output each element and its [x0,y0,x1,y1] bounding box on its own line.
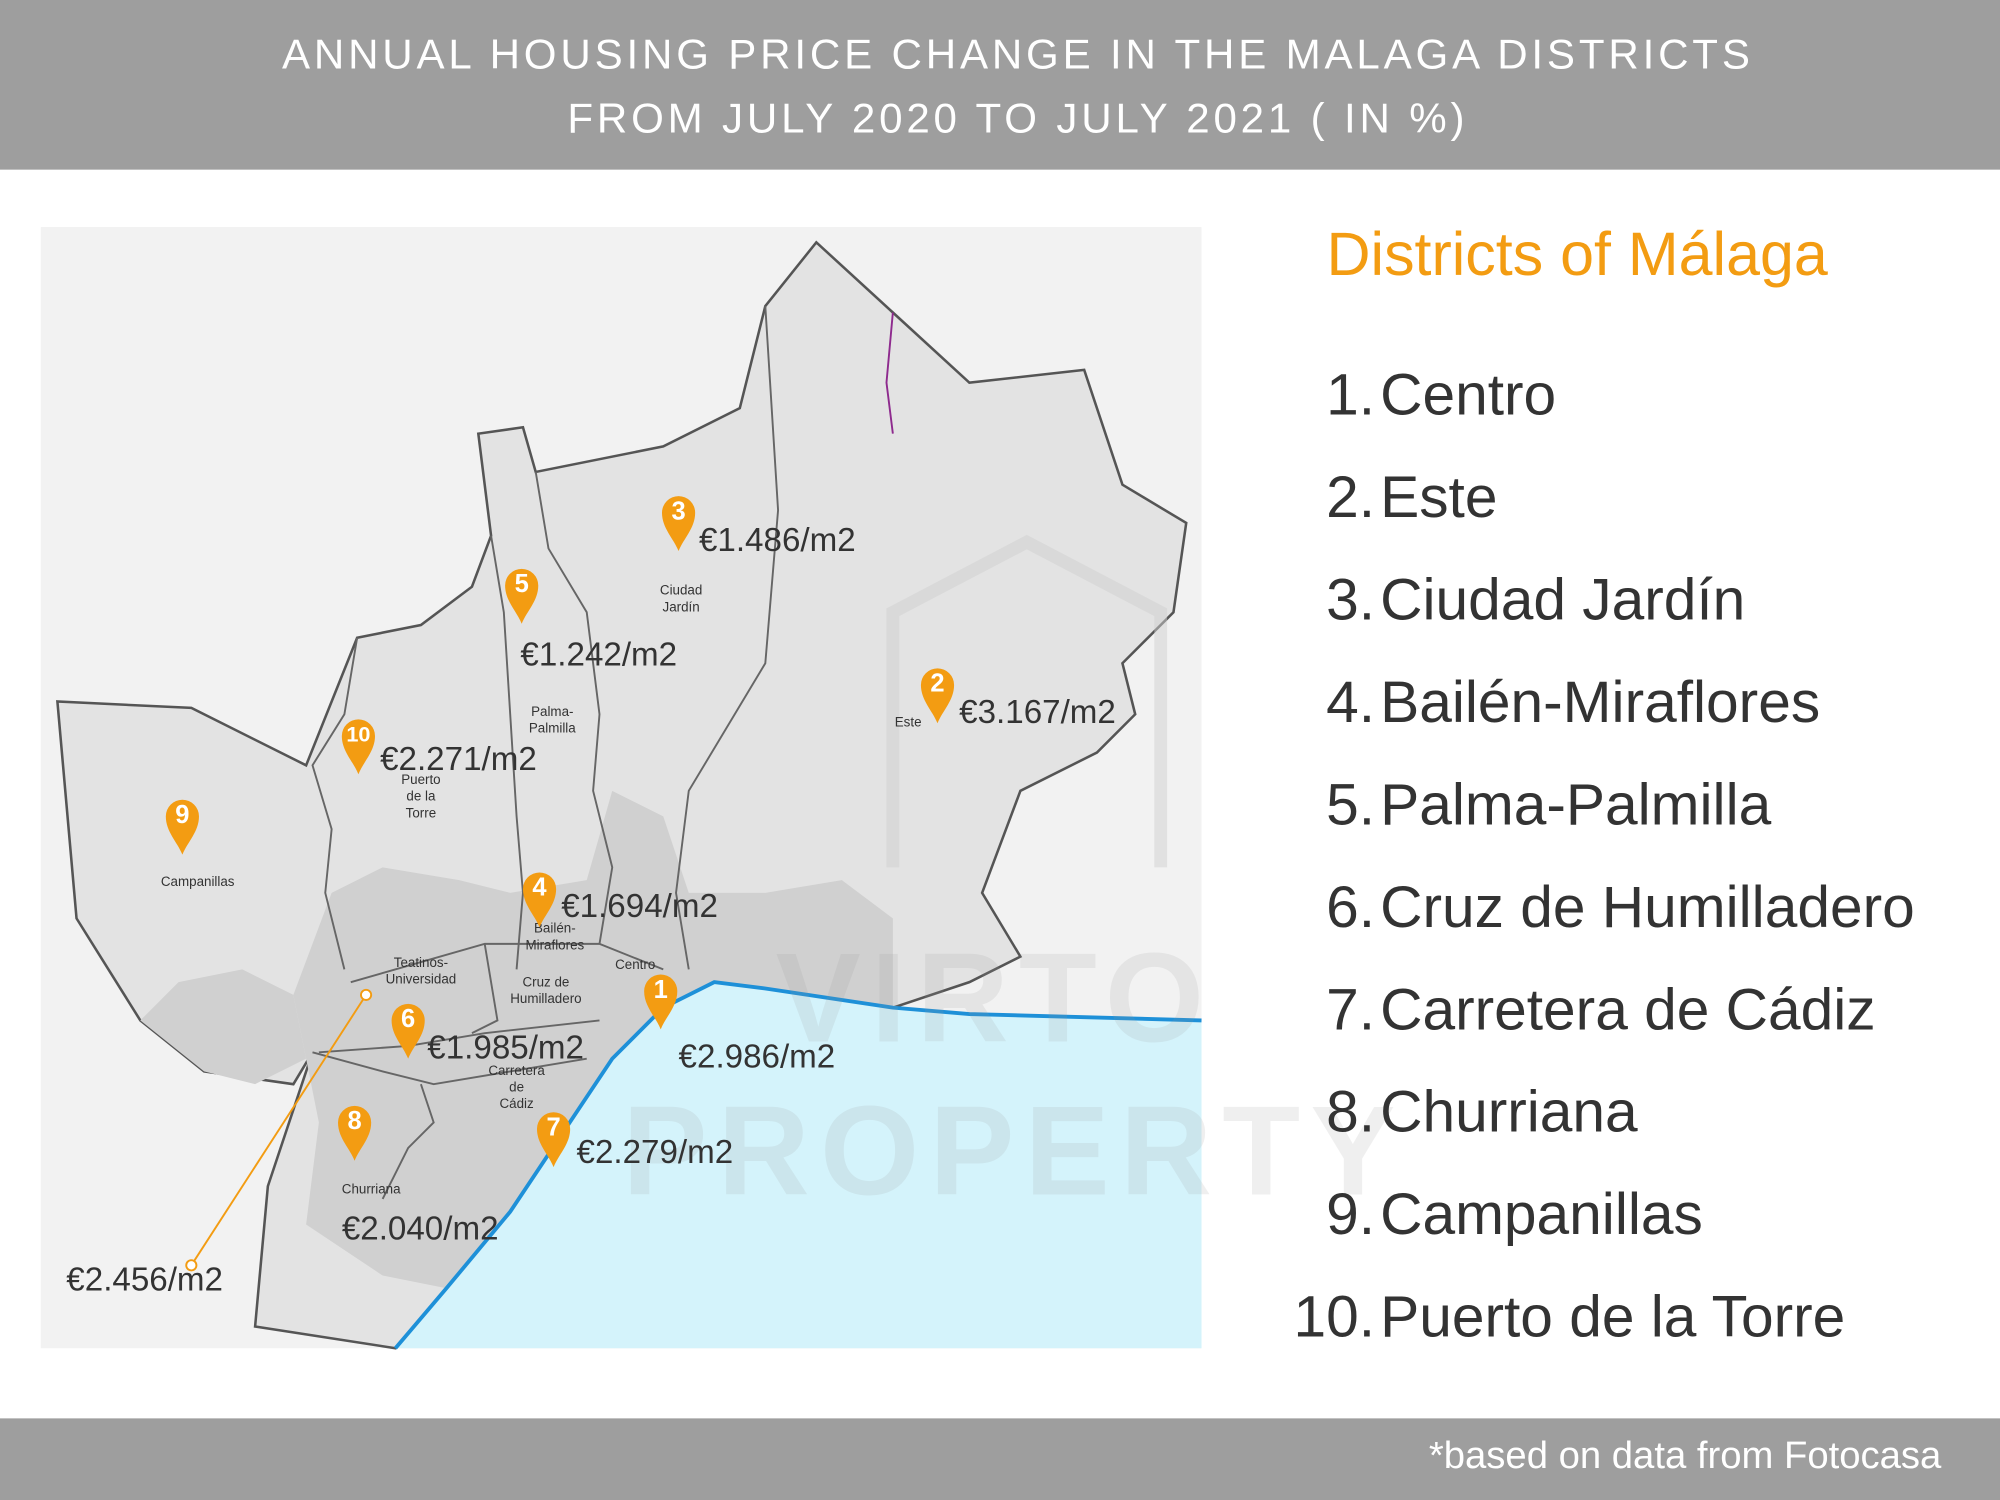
district-label: Carretera [488,1063,545,1078]
district-label: Cruz de [522,974,569,989]
marker: 3 [661,496,696,552]
price-label: €2.040/m2 [342,1211,499,1248]
legend-number: 9. [1326,1182,1375,1247]
marker: 1 [644,974,678,1030]
price-label: €1.694/m2 [561,888,718,925]
sea [395,982,1202,1349]
legend-number: 2. [1326,465,1375,530]
header-bar [0,0,2000,170]
district-label: Este [895,715,922,730]
price-label: €1.486/m2 [699,522,856,559]
legend-name: Bailén-Miraflores [1380,670,1820,735]
price-label: €1.985/m2 [427,1030,584,1067]
price-label: €2.986/m2 [679,1038,836,1075]
callout-dot [185,1259,198,1272]
legend-name: Palma-Palmilla [1380,772,1772,837]
marker-pin [644,974,678,1030]
district-label: de la [406,789,436,804]
marker-pin [661,496,696,552]
footer-bar [0,1418,2000,1500]
district-label: Campanillas [161,874,235,889]
marker-number: 2 [930,670,944,698]
district-label: Churriana [342,1182,401,1197]
marker: 7 [536,1112,571,1168]
marker-number: 5 [515,570,529,598]
district-label: de [509,1080,524,1095]
marker: 9 [165,799,199,855]
title-line: FROM JULY 2020 TO JULY 2021 ( IN %) [567,94,1468,141]
callout-line [190,994,367,1266]
price-label: €1.242/m2 [520,637,677,674]
marker-pin [522,872,557,928]
marker-number: 1 [654,976,668,1004]
legend-number: 1. [1326,363,1375,428]
price-label: €3.167/m2 [959,694,1116,731]
marker: 4 [522,872,557,928]
district-label: Bailén- [534,921,576,936]
district-label: Universidad [386,972,457,987]
title-line: ANNUAL HOUSING PRICE CHANGE IN THE MALAG… [282,31,1754,78]
district-label: Palmilla [529,720,576,735]
legend-name: Carretera de Cádiz [1380,977,1876,1042]
district-label: Miraflores [525,937,584,952]
marker: 10 [341,719,375,775]
marker-number: 7 [546,1114,560,1142]
legend-name: Campanillas [1380,1182,1703,1247]
marker-pin [920,668,955,724]
legend-title: Districts of Málaga [1327,220,1829,288]
legend-number: 7. [1326,977,1375,1042]
marker: 6 [391,1003,425,1059]
footer-note: *based on data from Fotocasa [1429,1434,1942,1477]
district-label: Puerto [401,772,440,787]
legend-name: Churriana [1380,1080,1638,1145]
marker-number: 8 [347,1107,361,1135]
callout-dot [360,988,373,1001]
legend-name: Centro [1380,363,1556,428]
legend-number: 4. [1326,670,1375,735]
district-label: Humilladero [510,991,581,1006]
urban-area [140,790,893,1289]
marker-pin [165,799,199,855]
watermark: PROPERTY [622,1080,1405,1222]
marker: 8 [338,1105,372,1161]
marker: 5 [505,568,539,624]
marker-pin [338,1105,372,1161]
legend-number: 3. [1326,568,1375,633]
district-label: Cádiz [499,1096,534,1111]
legend-name: Cruz de Humilladero [1380,875,1915,940]
district-label: Palma- [531,704,573,719]
legend-name: Puerto de la Torre [1380,1285,1845,1350]
price-label: €2.279/m2 [577,1134,734,1171]
watermark: VIRTO [776,927,1214,1069]
marker-pin [341,719,375,775]
district-label: Ciudad [660,583,702,598]
watermark-house [886,534,1168,868]
district-label: Torre [406,805,436,820]
marker: 2 [920,668,955,724]
district-boundaries [311,306,780,1200]
district-label: Teatinos- [394,955,448,970]
price-label: €2.271/m2 [380,741,537,778]
district-label: Jardín [663,599,700,614]
marker-number: 6 [401,1005,415,1033]
district-label: Centro [615,957,655,972]
callout-price: €2.456/m2 [66,1262,223,1299]
marker-number: 4 [532,874,547,902]
legend-number: 10. [1293,1285,1375,1350]
marker-number: 3 [671,497,685,525]
marker-number: 10 [346,722,370,747]
legend-number: 6. [1326,875,1375,940]
marker-number: 9 [175,801,189,829]
legend-number: 8. [1326,1080,1375,1145]
legend-name: Este [1380,465,1497,530]
legend-number: 5. [1326,772,1375,837]
marker-pin [536,1112,571,1168]
boundary-line [885,312,894,434]
legend-name: Ciudad Jardín [1380,568,1745,633]
marker-pin [391,1003,425,1059]
marker-pin [505,568,539,624]
